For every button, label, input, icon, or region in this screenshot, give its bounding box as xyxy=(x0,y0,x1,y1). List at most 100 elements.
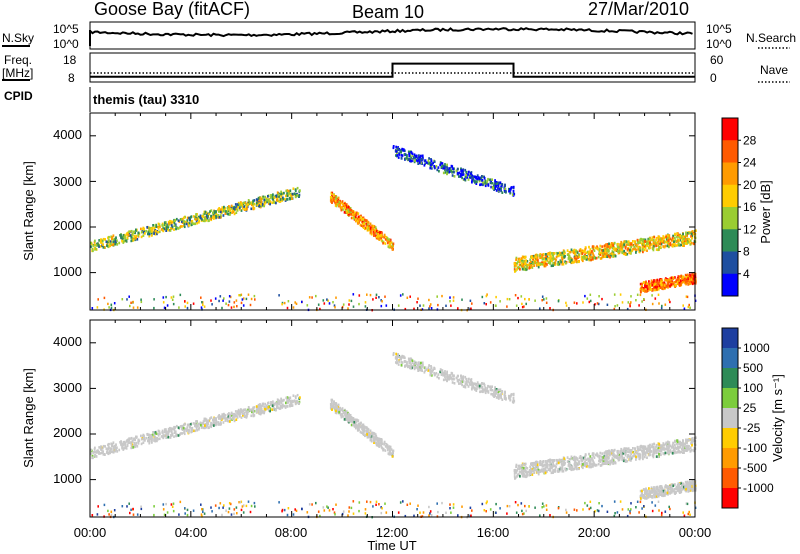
power-cell xyxy=(161,222,164,226)
velocity-cell xyxy=(585,458,588,462)
velocity-cell xyxy=(210,416,213,419)
velocity-cell xyxy=(630,459,632,462)
power-cell xyxy=(489,301,492,304)
velocity-cell xyxy=(557,459,559,462)
power-cell xyxy=(629,243,631,247)
power-cell xyxy=(663,240,666,244)
velocity-cell xyxy=(131,444,134,447)
power-cell xyxy=(97,298,99,301)
power-cell xyxy=(373,231,376,235)
power-cell xyxy=(103,296,106,300)
velocity-cell xyxy=(157,434,160,437)
power-cell xyxy=(535,257,538,260)
power-cell xyxy=(140,235,143,239)
velocity-cell xyxy=(150,434,153,438)
velocity-cell xyxy=(568,466,571,469)
power-cell xyxy=(694,280,697,283)
power-cell xyxy=(188,218,191,222)
velocity-cell xyxy=(375,442,378,446)
power-cell xyxy=(694,277,697,280)
velocity-cell xyxy=(249,408,251,412)
power-cell xyxy=(477,178,480,181)
power-cell xyxy=(658,281,660,285)
velocity-cell xyxy=(128,437,130,440)
velocity-cell xyxy=(131,440,134,443)
power-cell xyxy=(529,260,532,264)
velocity-cell xyxy=(276,405,278,409)
power-cell xyxy=(584,253,586,256)
power-cell xyxy=(362,222,365,226)
velocity-cell xyxy=(379,441,382,444)
velocity-cell xyxy=(365,429,368,433)
power-cell xyxy=(319,307,321,311)
velocity-cell xyxy=(177,426,180,429)
velocity-cell xyxy=(597,454,599,458)
power-cell xyxy=(228,205,230,208)
velocity-cell xyxy=(97,451,100,454)
power-cell xyxy=(404,157,407,160)
velocity-cell xyxy=(217,423,220,426)
power-cell xyxy=(350,213,353,216)
power-cell xyxy=(610,252,613,255)
power-cell xyxy=(129,304,131,308)
velocity-cell xyxy=(343,418,346,421)
power-cell xyxy=(652,280,654,284)
velocity-cell xyxy=(194,422,197,426)
noise-right-tick-low: 10^0 xyxy=(706,37,732,51)
velocity-cell xyxy=(154,431,157,434)
power-cell xyxy=(377,237,380,240)
velocity-cell xyxy=(365,431,368,435)
power-cell xyxy=(417,162,420,165)
power-cell xyxy=(655,241,658,245)
power-cell xyxy=(280,192,283,196)
power-cell xyxy=(481,175,483,178)
power-cell xyxy=(245,203,248,206)
velocity-cell xyxy=(430,374,433,377)
velocity-cell xyxy=(557,467,560,471)
velocity-cell xyxy=(424,366,427,369)
power-cell xyxy=(294,301,296,304)
velocity-cell xyxy=(513,471,516,474)
power-cell xyxy=(606,246,609,250)
velocity-cell xyxy=(140,437,143,441)
velocity-cell xyxy=(495,396,498,399)
power-cell xyxy=(589,293,592,296)
power-cell xyxy=(641,288,644,291)
velocity-cell xyxy=(234,410,237,413)
power-cell xyxy=(279,198,282,201)
velocity-cell xyxy=(444,378,447,381)
velocity-cell xyxy=(660,447,663,451)
power-cell xyxy=(135,234,138,238)
velocity-cell xyxy=(685,440,687,444)
velocity-cell xyxy=(400,358,402,361)
power-cell xyxy=(514,270,516,273)
velocity-cell xyxy=(278,402,280,405)
power-cell xyxy=(471,179,473,182)
power-cell xyxy=(560,260,562,264)
power-cell xyxy=(239,294,242,297)
power-cell xyxy=(364,305,367,308)
power-cell xyxy=(689,280,692,283)
power-cell xyxy=(160,228,163,231)
velocity-cell xyxy=(501,398,504,401)
power-cell xyxy=(566,249,569,252)
power-cell xyxy=(445,304,447,307)
power-cell xyxy=(689,278,692,282)
velocity-cell xyxy=(269,403,272,406)
power-cell xyxy=(348,303,350,306)
power-cell xyxy=(200,216,202,220)
power-cell xyxy=(341,305,344,309)
power-cell xyxy=(622,245,625,248)
power-cell xyxy=(488,178,491,182)
power-cell xyxy=(522,264,525,268)
velocity-cell xyxy=(93,454,96,457)
power-cell xyxy=(566,253,569,256)
power-cell xyxy=(433,165,436,168)
power-cell xyxy=(253,202,256,206)
power-cell xyxy=(308,296,311,299)
power-cell xyxy=(361,220,364,223)
power-cell xyxy=(383,236,386,239)
power-cell xyxy=(375,296,377,299)
velocity-cell xyxy=(415,362,417,365)
power-cell xyxy=(646,249,648,252)
